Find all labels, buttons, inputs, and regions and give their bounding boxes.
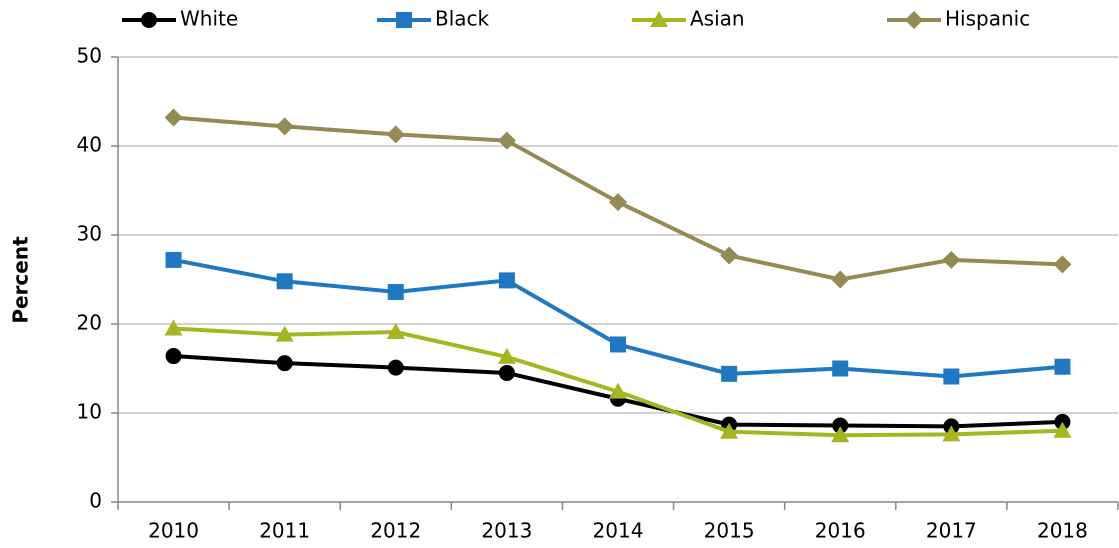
legend-marker — [141, 12, 157, 28]
point — [609, 193, 627, 212]
x-tick-label: 2011 — [259, 519, 310, 543]
point — [832, 417, 849, 434]
point — [387, 283, 404, 300]
y-tick-label: 0 — [89, 489, 102, 513]
point — [387, 359, 404, 376]
point — [497, 347, 516, 364]
point — [1054, 358, 1071, 375]
point — [165, 251, 182, 268]
point — [276, 273, 293, 290]
legend-label: Black — [435, 7, 490, 31]
point — [497, 131, 516, 150]
legend-marker — [396, 12, 412, 28]
y-tick-label: 20 — [77, 311, 102, 335]
legend-marker — [905, 11, 923, 29]
point — [1053, 421, 1072, 438]
point — [831, 270, 850, 289]
legend-label: Hispanic — [945, 7, 1030, 31]
x-tick-label: 2017 — [926, 519, 977, 543]
point — [610, 336, 626, 353]
point — [943, 368, 960, 385]
y-axis-label: Percent — [9, 236, 33, 324]
point — [165, 348, 182, 365]
point — [498, 364, 515, 381]
point — [720, 422, 739, 439]
point — [721, 365, 738, 382]
y-tick-label: 40 — [77, 133, 102, 157]
x-tick-label: 2014 — [593, 519, 644, 543]
y-tick-label: 30 — [77, 222, 102, 246]
point — [942, 425, 961, 442]
series-line — [173, 257, 1063, 379]
point — [276, 355, 293, 372]
x-tick-label: 2016 — [815, 519, 866, 543]
x-tick-label: 2018 — [1037, 519, 1088, 543]
point — [609, 382, 627, 399]
x-tick-label: 2015 — [704, 519, 755, 543]
point — [164, 108, 183, 127]
x-tick-label: 2013 — [481, 519, 532, 543]
point — [164, 319, 183, 336]
point — [386, 323, 405, 340]
x-tick-label: 2012 — [370, 519, 421, 543]
point — [942, 250, 961, 269]
point — [275, 117, 294, 136]
legend-label: White — [180, 7, 238, 31]
point — [720, 246, 739, 265]
point — [386, 125, 405, 144]
point — [1053, 255, 1072, 274]
legend-marker — [650, 11, 668, 27]
x-tick-label: 2010 — [148, 519, 199, 543]
point — [498, 272, 515, 289]
legend-label: Asian — [690, 7, 745, 31]
point — [832, 360, 849, 377]
point — [275, 325, 294, 342]
y-tick-label: 10 — [77, 400, 102, 424]
point — [831, 426, 850, 443]
y-tick-label: 50 — [77, 44, 102, 68]
